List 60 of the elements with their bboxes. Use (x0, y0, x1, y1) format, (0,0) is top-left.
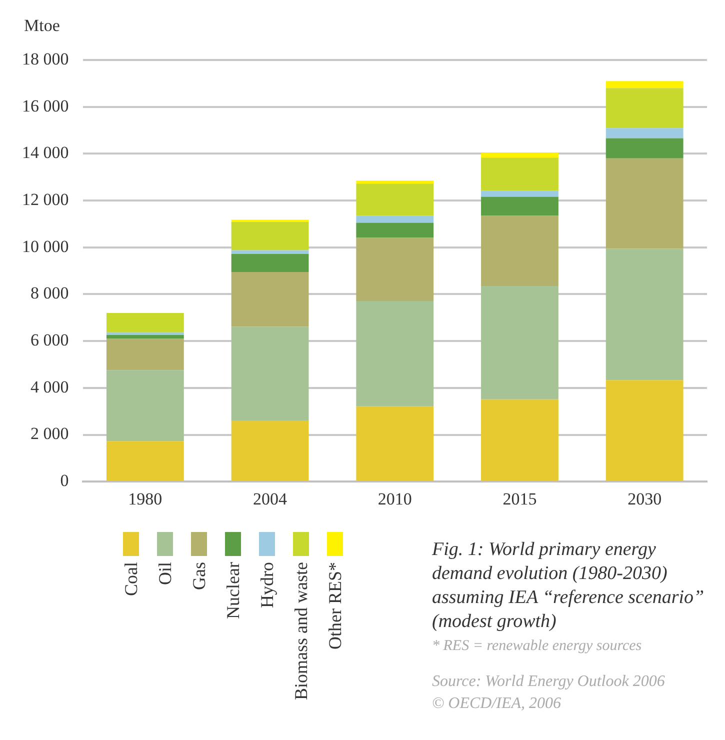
legend-label: Biomass and waste (290, 562, 312, 700)
x-tick-label: 2004 (253, 489, 288, 508)
bar (231, 250, 309, 254)
bar (606, 81, 684, 88)
legend-label: Coal (120, 562, 142, 596)
bar (231, 272, 309, 327)
x-tick-label: 2030 (628, 489, 662, 508)
bar (481, 399, 558, 481)
x-tick-label: 2010 (378, 489, 412, 508)
bar (231, 420, 309, 481)
bar (481, 196, 558, 216)
y-tick-label: 14 000 (22, 143, 69, 162)
bar (356, 222, 434, 238)
bar (481, 152, 558, 158)
bar (481, 216, 558, 286)
bar (356, 184, 434, 216)
legend-label: Other RES* (324, 562, 346, 650)
bar (606, 380, 684, 481)
legend-label: Gas (188, 562, 210, 590)
legend-label: Oil (154, 562, 176, 586)
y-tick-label: 4 000 (30, 377, 69, 396)
bar (481, 158, 558, 191)
y-tick-label: 12 000 (22, 190, 69, 209)
y-tick-label: 0 (60, 471, 69, 490)
y-tick-label: 18 000 (22, 49, 69, 68)
bar (606, 158, 684, 249)
x-tick-label: 2015 (502, 489, 537, 508)
bar (106, 334, 184, 339)
bar (356, 216, 434, 223)
bar (606, 128, 684, 138)
y-tick-label: 2 000 (30, 424, 69, 444)
bar (106, 312, 184, 332)
source-note: Source: World Energy Outlook 2006 (432, 672, 666, 692)
bar (106, 332, 184, 335)
bar (606, 88, 684, 128)
bar (481, 190, 558, 197)
y-tick-label: 8 000 (30, 284, 69, 303)
bar (356, 238, 434, 302)
bar (106, 338, 184, 370)
y-tick-label: 6 000 (30, 330, 69, 350)
x-tick-label: 1980 (128, 489, 162, 508)
bar (356, 301, 434, 406)
bar (231, 254, 309, 272)
legend-label: Hydro (256, 562, 278, 608)
bar (481, 286, 558, 400)
y-tick-label: 10 000 (22, 236, 69, 256)
bar (356, 180, 434, 184)
bar (106, 441, 184, 481)
y-axis-title: Mtoe (24, 16, 60, 36)
bar (356, 406, 434, 481)
legend-label: Nuclear (222, 562, 244, 619)
y-tick-label: 16 000 (22, 96, 69, 116)
text: * RES = renewable energy sources (432, 637, 643, 656)
bar (606, 138, 684, 158)
bar (106, 370, 184, 442)
bar (231, 222, 309, 250)
bar (606, 248, 684, 380)
text: © OECD/IEA, 2006 (432, 694, 562, 714)
bar (231, 326, 309, 420)
text: Fig. 1: World primary energy demand evolution (1980-2030) assuming IEA “reference scenario” (modest growth) (432, 538, 706, 634)
